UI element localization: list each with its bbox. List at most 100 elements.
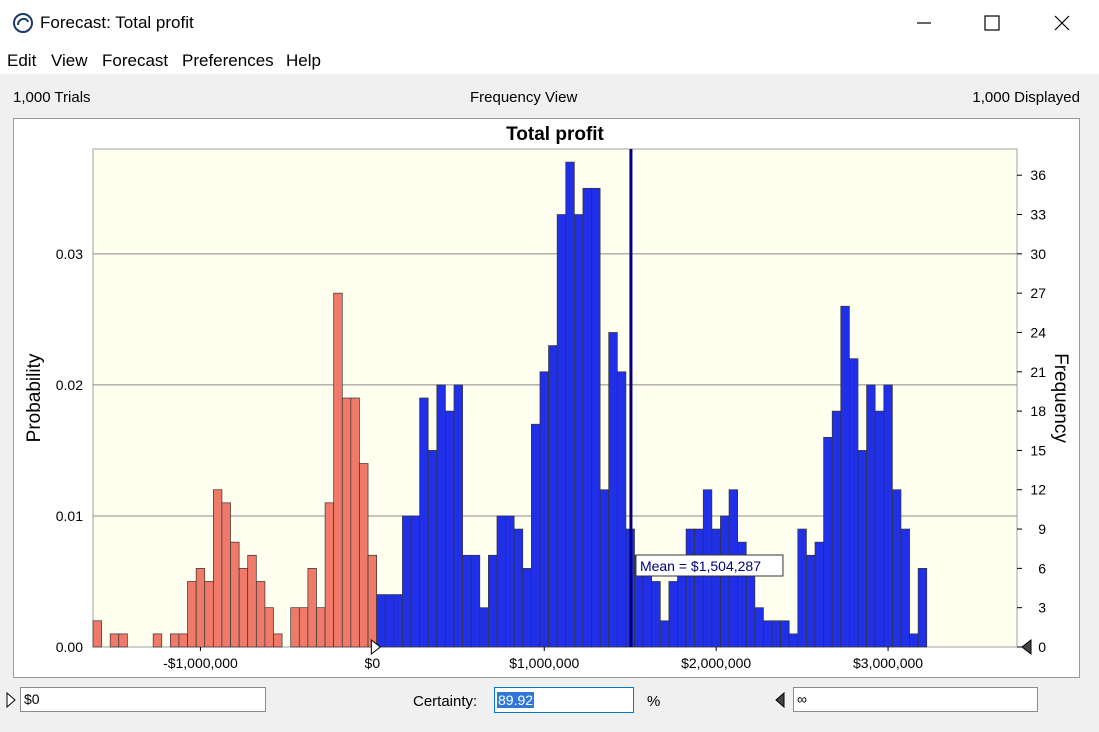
histogram-bar — [359, 463, 369, 648]
minimize-button[interactable] — [889, 0, 959, 46]
y2-tick-label: 0 — [1038, 639, 1046, 655]
close-button[interactable] — [1027, 0, 1097, 46]
view-mode: Frequency View — [470, 89, 578, 106]
histogram-bar — [212, 489, 223, 648]
histogram-bar — [840, 305, 850, 648]
histogram-bar — [831, 410, 842, 648]
histogram-bar — [814, 541, 824, 648]
x-tick-label: $1,000,000 — [509, 655, 579, 671]
close-icon — [1054, 15, 1070, 31]
menu-forecast[interactable]: Forecast — [102, 51, 169, 70]
histogram-bar — [642, 568, 653, 648]
histogram-bar — [797, 528, 807, 648]
menu-view[interactable]: View — [51, 51, 88, 70]
histogram-bar — [410, 515, 420, 648]
maximize-icon — [984, 15, 1000, 31]
mean-label-box — [635, 554, 784, 577]
histogram-bar — [109, 633, 120, 648]
x-tick-label: $3,000,000 — [853, 655, 923, 671]
y2-tick-label: 33 — [1030, 207, 1046, 223]
y-tick-label: 0.00 — [56, 639, 83, 655]
histogram-bar — [668, 581, 678, 648]
y2-tick-label: 36 — [1030, 167, 1046, 183]
histogram-bar — [771, 620, 781, 648]
y-tick-label: 0.01 — [56, 508, 83, 524]
histogram-bar — [917, 568, 928, 648]
displayed-count: 1,000 Displayed — [972, 89, 1080, 106]
histogram-bar — [488, 554, 498, 648]
upper-bound-input[interactable]: ∞ — [793, 687, 1038, 712]
histogram-bar — [419, 397, 429, 648]
histogram-bar — [479, 607, 489, 648]
histogram-bar — [909, 633, 919, 648]
menu-bar: Edit View Forecast Preferences Help — [0, 46, 1099, 74]
histogram-bar — [195, 568, 206, 648]
certainty-label: Certainty: — [413, 693, 478, 710]
histogram-bar — [556, 214, 567, 648]
y2-tick-label: 15 — [1030, 442, 1046, 458]
y2-tick-label: 3 — [1038, 600, 1046, 616]
histogram-bar — [711, 528, 721, 648]
y2-tick-label: 9 — [1038, 521, 1046, 537]
histogram-bar — [677, 568, 687, 648]
histogram-bar — [582, 187, 592, 648]
histogram-bar — [118, 633, 128, 648]
y2-axis-label: Frequency — [1050, 353, 1071, 443]
histogram-bar — [445, 410, 455, 648]
histogram-bar — [659, 620, 670, 648]
percent-sign: % — [647, 693, 661, 710]
upper-grabber-icon[interactable] — [775, 692, 785, 708]
histogram-bar — [290, 607, 300, 648]
histogram-bar — [806, 554, 816, 648]
y-tick-label: 0.03 — [56, 246, 83, 262]
histogram-bar — [573, 214, 584, 648]
certainty-input[interactable]: 89.92 — [494, 687, 634, 713]
histogram-bar — [247, 554, 257, 648]
histogram-bar — [513, 528, 524, 648]
histogram-bar — [333, 292, 343, 648]
histogram-bar — [763, 620, 773, 648]
y2-tick-label: 30 — [1030, 246, 1046, 262]
histogram-bar — [376, 594, 386, 648]
histogram-bar — [780, 620, 790, 648]
histogram-bar — [685, 528, 696, 648]
y2-tick-label: 24 — [1030, 324, 1046, 340]
histogram-bar — [187, 581, 197, 648]
y2-tick-label: 18 — [1030, 403, 1046, 419]
lower-bound-input[interactable]: $0 — [20, 687, 266, 712]
crystal-ball-swirl-icon — [13, 13, 33, 33]
y2-tick-label: 12 — [1030, 482, 1046, 498]
histogram-bar — [402, 515, 412, 648]
histogram-bar — [565, 161, 575, 648]
maximize-button[interactable] — [957, 0, 1027, 46]
x-tick-label: $2,000,000 — [681, 655, 751, 671]
histogram-bar — [608, 332, 618, 648]
y-tick-label: 0.02 — [56, 377, 83, 393]
histogram-bar — [298, 607, 309, 648]
histogram-bar — [548, 345, 558, 648]
histogram-bar — [788, 633, 799, 648]
mean-label: Mean = $1,504,287 — [640, 558, 761, 574]
histogram-bar — [238, 568, 249, 648]
histogram-bar — [255, 581, 266, 648]
chart-title: Total profit — [506, 124, 604, 145]
histogram-bar — [462, 554, 472, 648]
histogram-bar — [874, 410, 885, 648]
menu-edit[interactable]: Edit — [7, 51, 37, 70]
lower-grabber-icon[interactable] — [6, 692, 16, 708]
histogram-bar — [324, 502, 335, 648]
histogram-bar — [892, 489, 902, 648]
certainty-value: 89.92 — [497, 692, 535, 708]
minimize-icon — [917, 22, 931, 24]
histogram-bar — [823, 436, 833, 648]
menu-preferences[interactable]: Preferences — [182, 51, 274, 70]
chart-panel: 0.00 0.01 0.02 0.03 0 3 6 9 12 15 18 21 24 27 30 33 36 -$… — [13, 118, 1080, 678]
histogram-bar — [221, 502, 231, 648]
histogram-bar — [496, 515, 506, 648]
histogram-bar — [505, 515, 515, 648]
title-bar: Forecast: Total profit — [0, 0, 1099, 46]
x-tick-label: -$1,000,000 — [163, 655, 238, 671]
menu-help[interactable]: Help — [286, 51, 321, 70]
histogram-bar — [857, 450, 867, 648]
histogram-bar — [694, 528, 704, 648]
